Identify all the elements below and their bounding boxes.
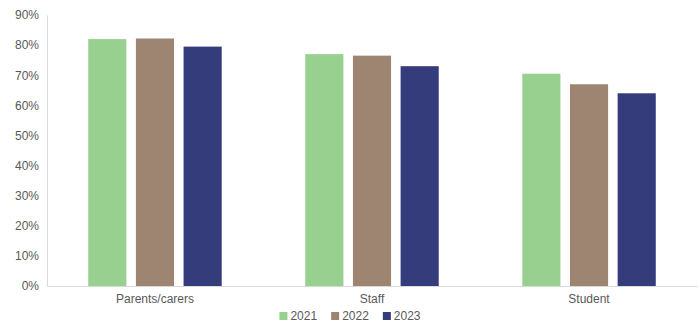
bar xyxy=(401,66,439,286)
y-tick: 10% xyxy=(15,249,47,263)
y-tick-label: 90% xyxy=(15,8,39,22)
x-axis: Parents/carers Staff Student xyxy=(48,286,698,306)
y-tick-label: 40% xyxy=(15,159,39,173)
y-tick: 40% xyxy=(15,159,47,173)
bar xyxy=(136,38,174,286)
x-axis-line xyxy=(48,286,698,287)
y-tick-label: 20% xyxy=(15,219,39,233)
legend-swatch xyxy=(279,312,287,320)
legend-swatch xyxy=(331,312,339,320)
x-tick-label: Staff xyxy=(360,292,385,306)
legend-item: 2021 xyxy=(279,309,317,323)
y-tick: 30% xyxy=(15,189,47,203)
y-tick: 80% xyxy=(15,38,47,52)
y-tick-label: 70% xyxy=(15,69,39,83)
legend-label: 2023 xyxy=(394,309,421,323)
x-tick: Student xyxy=(568,286,610,306)
bar xyxy=(305,54,343,286)
legend-label: 2021 xyxy=(290,309,317,323)
y-tick-label: 80% xyxy=(15,38,39,52)
legend-item: 2022 xyxy=(331,309,369,323)
bar xyxy=(88,39,126,286)
series-bars xyxy=(136,38,608,286)
bar xyxy=(618,93,656,286)
x-tick: Staff xyxy=(360,286,385,306)
series-bars xyxy=(184,47,656,286)
y-tick-label: 0% xyxy=(22,279,40,293)
y-tick: 0% xyxy=(22,279,47,293)
x-tick: Parents/carers xyxy=(116,286,194,306)
plot: 0% 10% 20% 30% 40% 50% 60% 70% 80% 90% Parents/car… xyxy=(15,8,698,305)
bar xyxy=(184,47,222,286)
legend-swatch xyxy=(383,312,391,320)
x-tick-label: Student xyxy=(568,292,610,306)
y-tick-label: 50% xyxy=(15,129,39,143)
y-tick-label: 10% xyxy=(15,249,39,263)
y-tick: 90% xyxy=(15,8,47,22)
y-axis-line xyxy=(47,16,48,287)
legend-item: 2023 xyxy=(383,309,421,323)
y-tick: 50% xyxy=(15,129,47,143)
y-tick-label: 30% xyxy=(15,189,39,203)
y-tick-label: 60% xyxy=(15,99,39,113)
series-bars xyxy=(88,39,560,286)
bar xyxy=(570,84,608,286)
legend-label: 2022 xyxy=(342,309,369,323)
y-axis: 0% 10% 20% 30% 40% 50% 60% 70% 80% 90% xyxy=(15,8,48,293)
bar xyxy=(522,74,560,286)
y-tick: 20% xyxy=(15,219,47,233)
x-tick-label: Parents/carers xyxy=(116,292,194,306)
legend: 2021 2022 2023 xyxy=(279,309,420,323)
chart: 0% 10% 20% 30% 40% 50% 60% 70% 80% 90% Parents/car… xyxy=(0,0,700,325)
y-tick: 60% xyxy=(15,99,47,113)
y-tick: 70% xyxy=(15,69,47,83)
bar xyxy=(353,56,391,286)
bars xyxy=(88,38,656,286)
